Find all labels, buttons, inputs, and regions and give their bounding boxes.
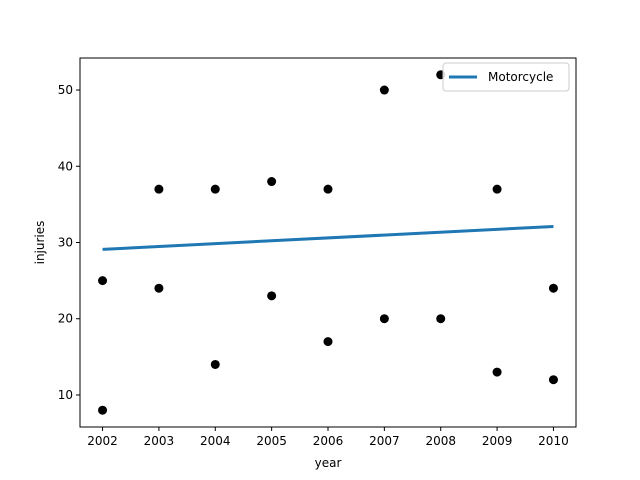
data-point [267, 177, 277, 187]
y-tick-label: 30 [58, 236, 73, 250]
y-tick-label: 50 [58, 83, 73, 97]
y-tick-label: 40 [58, 159, 73, 173]
x-tick-label: 2003 [144, 434, 175, 448]
x-tick-label: 2010 [538, 434, 569, 448]
data-point [210, 184, 220, 194]
y-axis: 10 20 30 40 50 [58, 83, 80, 402]
data-point [210, 359, 220, 369]
x-tick-label: 2002 [87, 434, 118, 448]
x-axis-label: year [315, 456, 342, 470]
data-point [436, 314, 446, 324]
data-point [98, 276, 108, 286]
legend: Motorcycle [442, 62, 570, 92]
x-tick-label: 2004 [200, 434, 231, 448]
legend-label: Motorcycle [488, 70, 553, 84]
plot-frame [79, 57, 577, 428]
trend-line [102, 224, 554, 251]
x-axis: 2002 2003 2004 2005 2006 2007 2008 2009 2010 [87, 427, 569, 448]
data-point [492, 367, 502, 377]
data-point [323, 337, 333, 347]
data-point [154, 283, 164, 293]
data-point [98, 405, 108, 415]
y-tick-label: 10 [58, 388, 73, 402]
x-tick-label: 2006 [313, 434, 344, 448]
data-point [379, 314, 389, 324]
x-tick-label: 2005 [256, 434, 287, 448]
x-tick-label: 2007 [369, 434, 400, 448]
y-axis-label: injuries [33, 221, 47, 265]
data-point [548, 375, 558, 385]
data-point [323, 184, 333, 194]
data-point [154, 184, 164, 194]
x-tick-label: 2009 [482, 434, 513, 448]
legend-box [442, 62, 570, 92]
y-tick-label: 20 [58, 312, 73, 326]
data-point [379, 85, 389, 95]
x-tick-label: 2008 [425, 434, 456, 448]
data-marks [98, 70, 558, 415]
data-point [492, 184, 502, 194]
data-point [267, 291, 277, 301]
data-point [548, 283, 558, 293]
